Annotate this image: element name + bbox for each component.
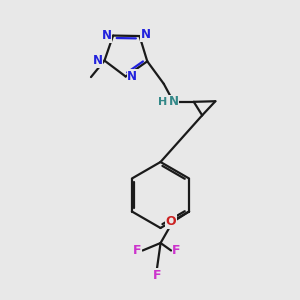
Text: N: N bbox=[101, 29, 112, 42]
Text: N: N bbox=[93, 54, 103, 67]
Text: N: N bbox=[127, 70, 137, 83]
Text: N: N bbox=[140, 28, 151, 41]
Text: F: F bbox=[172, 244, 181, 257]
Text: H: H bbox=[158, 97, 167, 107]
Text: O: O bbox=[166, 215, 176, 228]
Text: F: F bbox=[153, 268, 161, 282]
Text: F: F bbox=[133, 244, 141, 257]
Text: N: N bbox=[169, 95, 179, 108]
